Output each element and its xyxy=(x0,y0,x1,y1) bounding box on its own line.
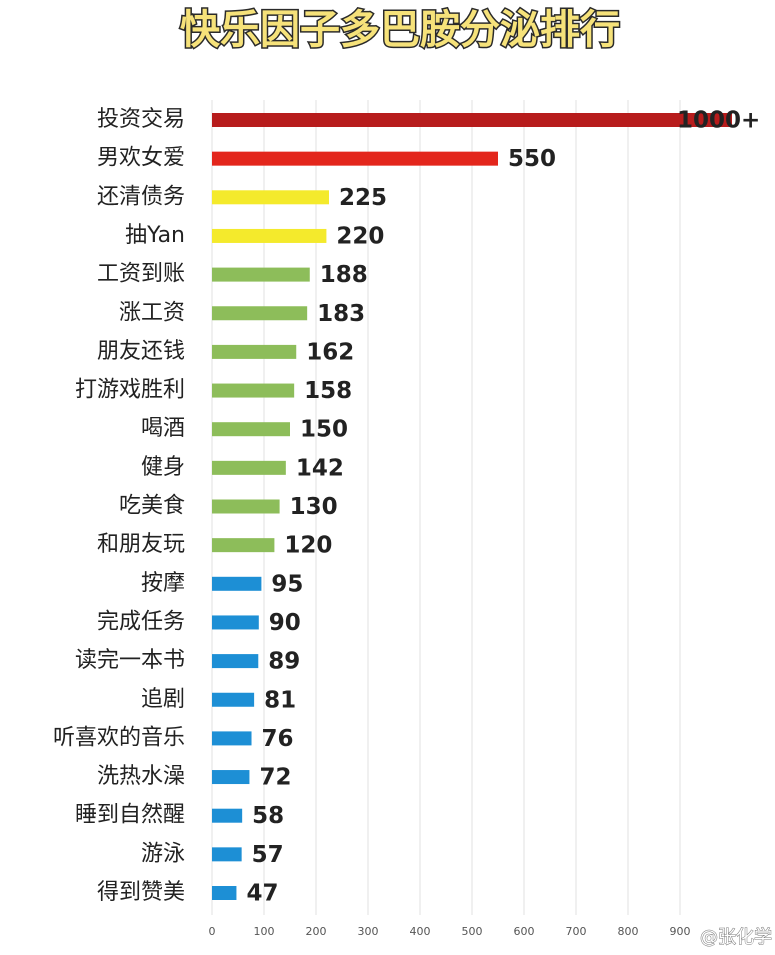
category-label: 男欢女爱 xyxy=(97,146,185,171)
bar xyxy=(212,383,295,398)
category-label: 打游戏胜利 xyxy=(75,378,185,403)
x-tick-label: 800 xyxy=(618,925,639,938)
x-tick-label: 400 xyxy=(410,925,431,938)
bar xyxy=(212,460,286,475)
value-label: 81 xyxy=(264,687,296,713)
bar xyxy=(212,538,275,553)
category-label: 听喜欢的音乐 xyxy=(53,725,185,750)
category-label: 朋友还钱 xyxy=(97,339,185,364)
bar xyxy=(212,808,243,823)
bar xyxy=(212,113,732,127)
category-label: 得到赞美 xyxy=(97,880,185,905)
value-label: 1000+ xyxy=(677,108,760,134)
value-label: 95 xyxy=(271,571,303,597)
bar xyxy=(212,576,262,591)
chart-title: 快乐因子多巴胺分泌排行 xyxy=(180,7,620,53)
value-label: 72 xyxy=(259,765,291,791)
value-label: 47 xyxy=(246,881,278,907)
category-label: 追剧 xyxy=(141,687,185,712)
bar xyxy=(212,692,255,707)
x-tick-label: 500 xyxy=(462,925,483,938)
category-label: 读完一本书 xyxy=(75,648,185,673)
category-label: 按摩 xyxy=(141,571,185,596)
category-label: 完成任务 xyxy=(97,609,185,634)
value-label: 58 xyxy=(252,803,284,829)
bar xyxy=(212,847,242,862)
bar xyxy=(212,654,259,669)
category-label: 工资到账 xyxy=(97,262,185,287)
x-tick-label: 100 xyxy=(254,925,275,938)
bar xyxy=(212,886,237,900)
bar xyxy=(212,151,498,166)
value-label: 57 xyxy=(252,842,284,868)
category-label: 涨工资 xyxy=(119,300,185,325)
bar xyxy=(212,267,310,282)
value-label: 90 xyxy=(269,610,301,636)
bar xyxy=(212,499,280,514)
x-tick-label: 200 xyxy=(306,925,327,938)
category-label: 洗热水澡 xyxy=(97,764,185,789)
x-tick-label: 0 xyxy=(209,925,216,938)
x-tick-label: 300 xyxy=(358,925,379,938)
bar xyxy=(212,306,308,321)
bar xyxy=(212,228,327,243)
category-label: 喝酒 xyxy=(141,416,185,441)
bar xyxy=(212,344,297,359)
value-label: 183 xyxy=(317,301,365,327)
value-label: 220 xyxy=(336,223,384,249)
value-label: 188 xyxy=(320,262,368,288)
category-label: 游泳 xyxy=(141,841,185,866)
category-label: 睡到自然醒 xyxy=(75,803,185,828)
value-label: 225 xyxy=(339,185,387,211)
value-label: 162 xyxy=(306,339,354,365)
watermark: @张化学 xyxy=(700,927,772,948)
category-label: 和朋友玩 xyxy=(97,532,185,557)
bar xyxy=(212,422,290,437)
category-label: 还清债务 xyxy=(97,184,185,209)
value-label: 158 xyxy=(304,378,352,404)
category-label: 健身 xyxy=(141,455,185,480)
bar xyxy=(212,615,259,630)
category-label: 抽Yan xyxy=(125,223,185,248)
category-label: 投资交易 xyxy=(97,107,185,132)
value-label: 76 xyxy=(262,726,294,752)
bar xyxy=(212,731,252,746)
value-label: 142 xyxy=(296,455,344,481)
bar xyxy=(212,770,250,785)
value-label: 89 xyxy=(268,649,300,675)
bar xyxy=(212,190,329,205)
value-label: 550 xyxy=(508,146,556,172)
value-label: 150 xyxy=(300,417,348,443)
x-tick-label: 700 xyxy=(566,925,587,938)
x-tick-label: 900 xyxy=(670,925,691,938)
x-tick-label: 600 xyxy=(514,925,535,938)
value-label: 120 xyxy=(284,533,332,559)
value-label: 130 xyxy=(290,494,338,520)
category-label: 吃美食 xyxy=(119,494,185,519)
